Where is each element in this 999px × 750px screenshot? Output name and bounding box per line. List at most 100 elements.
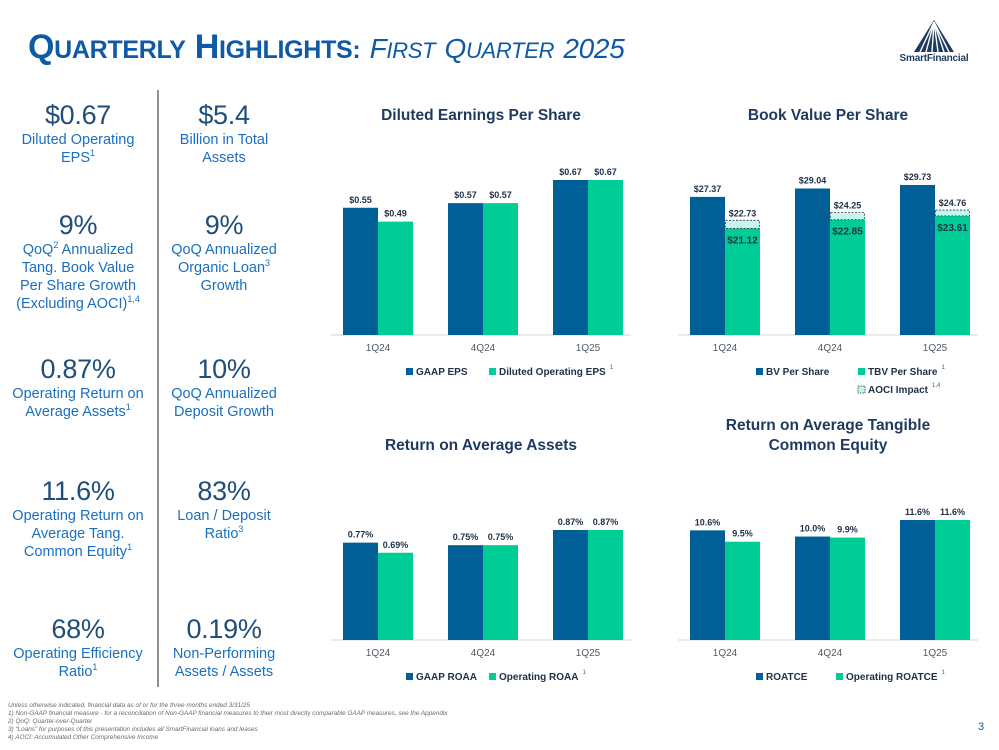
tick-label: 1Q24: [366, 648, 391, 659]
tick-label: 1Q25: [576, 648, 601, 659]
legend-label: GAAP ROAA: [416, 672, 477, 683]
legend-label: Diluted Operating EPS: [499, 367, 606, 378]
metric-value: $5.4: [198, 100, 250, 130]
bar-operating-roatce: [935, 520, 970, 640]
metric-label: Loan / Deposit Ratio3: [177, 508, 271, 542]
legend-label: Operating ROATCE: [846, 672, 938, 683]
bar-bv-per-share: [795, 188, 830, 335]
legend-label: GAAP EPS: [416, 367, 468, 378]
data-label: 0.87%: [593, 517, 619, 527]
tick-label: 1Q25: [576, 343, 601, 354]
bar-aoci-impact: [830, 212, 865, 221]
legend-label: ROATCE: [766, 672, 808, 683]
data-label: 0.69%: [383, 540, 409, 550]
bar-operating-roaa: [483, 545, 518, 640]
metric-diluted-operating-eps: $0.67 Diluted Operating EPS1: [4, 100, 152, 167]
bar-gaap-roaa: [448, 545, 483, 640]
legend-label: TBV Per Share: [868, 367, 938, 378]
footnote-3: 3) “Loans” for purposes of this presenta…: [8, 726, 258, 733]
footnotes: Unless otherwise indicated, financial da…: [8, 702, 448, 742]
data-label: $0.57: [489, 190, 512, 200]
metric-label: Operating Return on Average Assets1: [12, 386, 144, 420]
data-label: 0.75%: [453, 532, 479, 542]
metric-deposit-growth: 10% QoQ Annualized Deposit Growth: [150, 354, 298, 421]
metric-loan-deposit-ratio: 83% Loan / Deposit Ratio3: [150, 476, 298, 543]
logo-wordmark: SmartFinancial: [899, 53, 969, 64]
bar-gaap-roaa: [343, 542, 378, 640]
metric-value: 11.6%: [41, 476, 115, 506]
legend-swatch: [836, 673, 843, 680]
bar-tbv-per-share: [830, 219, 865, 335]
bar-gaap-roaa: [553, 530, 588, 640]
data-label: 10.0%: [800, 524, 826, 534]
legend-label: BV Per Share: [766, 367, 830, 378]
metric-operating-roatce: 11.6% Operating Return on Average Tang. …: [4, 476, 152, 561]
metric-value: 9%: [204, 210, 244, 240]
data-label: 9.5%: [732, 529, 753, 539]
legend-superscript: 1: [941, 670, 945, 676]
page-title: QUARTERLY HIGHLIGHTS: FIRST QUARTER 2025: [28, 28, 625, 66]
company-logo: SmartFinancial: [878, 18, 990, 66]
data-label: $29.73: [904, 172, 932, 182]
data-label: $27.37: [694, 184, 722, 194]
bar-tbv-per-share: [935, 215, 970, 335]
legend-superscript: 1,4: [932, 383, 941, 389]
footnote-intro: Unless otherwise indicated, financial da…: [8, 702, 250, 709]
footnote-4: 4) AOCI: Accumulated Other Comprehensive…: [8, 734, 159, 741]
data-label: $24.76: [939, 198, 967, 208]
tick-label: 4Q24: [818, 648, 843, 659]
metric-label: Operating Return on Average Tang. Common…: [12, 508, 144, 560]
legend-swatch: [858, 368, 865, 375]
metric-total-assets: $5.4 Billion in Total Assets: [150, 100, 298, 167]
tick-label: 1Q25: [923, 648, 948, 659]
metric-label: Diluted Operating EPS1: [21, 132, 135, 166]
bar-tbv-per-share: [725, 228, 760, 335]
mountain-logo-icon: [914, 20, 954, 52]
chart-title-roatce: Return on Average Tangible Common Equity: [725, 417, 931, 454]
footnote-1: 1) Non-GAAP financial measure - for a re…: [8, 710, 448, 717]
metric-value: 0.87%: [40, 354, 116, 384]
bar-roatce: [795, 536, 830, 640]
chart-title-roaa: Return on Average Assets: [384, 437, 578, 454]
tick-label: 1Q24: [713, 343, 738, 354]
bar-operating-roatce: [725, 541, 760, 640]
bar-bv-per-share: [900, 185, 935, 335]
metric-label: Non-Performing Assets / Assets: [172, 646, 276, 680]
data-label: 10.6%: [695, 517, 721, 527]
tick-label: 1Q25: [923, 343, 948, 354]
metric-label: Operating Efficiency Ratio1: [13, 646, 143, 680]
data-label: $0.49: [384, 209, 407, 219]
data-label: 0.75%: [488, 532, 514, 542]
data-label: $22.85: [832, 227, 863, 238]
legend-swatch: [489, 673, 496, 680]
legend-superscript: 1: [610, 365, 614, 371]
metric-npa-ratio: 0.19% Non-Performing Assets / Assets: [150, 614, 298, 681]
data-label: $0.55: [349, 195, 372, 205]
chart-title-bvps: Book Value Per Share: [747, 107, 909, 124]
bar-diluted-operating-eps: [378, 221, 413, 335]
legend-superscript: 1: [941, 365, 945, 371]
roaa-chart: 0.77% 0.69% 1Q24 0.75% 0.75% 4Q24 0.87% 0.87% 1Q…: [331, 517, 631, 683]
metric-label: QoQ2 Annualized Tang. Book Value Per Sha…: [16, 240, 140, 312]
bar-operating-roaa: [588, 530, 623, 640]
data-label: 9.9%: [837, 525, 858, 535]
metric-value: 68%: [51, 614, 105, 644]
tick-label: 4Q24: [818, 343, 843, 354]
roatce-chart: 10.6% 9.5% 1Q24 10.0% 9.9% 4Q24 11.6% 11.6% 1Q25…: [678, 507, 978, 683]
metric-value: $0.67: [44, 100, 112, 130]
data-label: $0.67: [559, 167, 582, 177]
data-label: 0.87%: [558, 517, 584, 527]
chart-title-eps: Diluted Earnings Per Share: [381, 107, 581, 124]
bar-gaap-eps: [553, 180, 588, 335]
data-label: $24.25: [834, 201, 862, 211]
tick-label: 1Q24: [366, 343, 391, 354]
metric-value: 0.19%: [186, 614, 262, 644]
metric-efficiency-ratio: 68% Operating Efficiency Ratio1: [4, 614, 152, 681]
data-label: $21.12: [727, 235, 758, 246]
bar-gaap-eps: [448, 203, 483, 335]
legend-superscript: 1: [582, 670, 586, 676]
legend-swatch: [406, 673, 413, 680]
vertical-divider: [157, 90, 159, 687]
metric-organic-loan-growth: 9% QoQ Annualized Organic Loan3 Growth: [150, 210, 298, 295]
tick-label: 4Q24: [471, 343, 496, 354]
